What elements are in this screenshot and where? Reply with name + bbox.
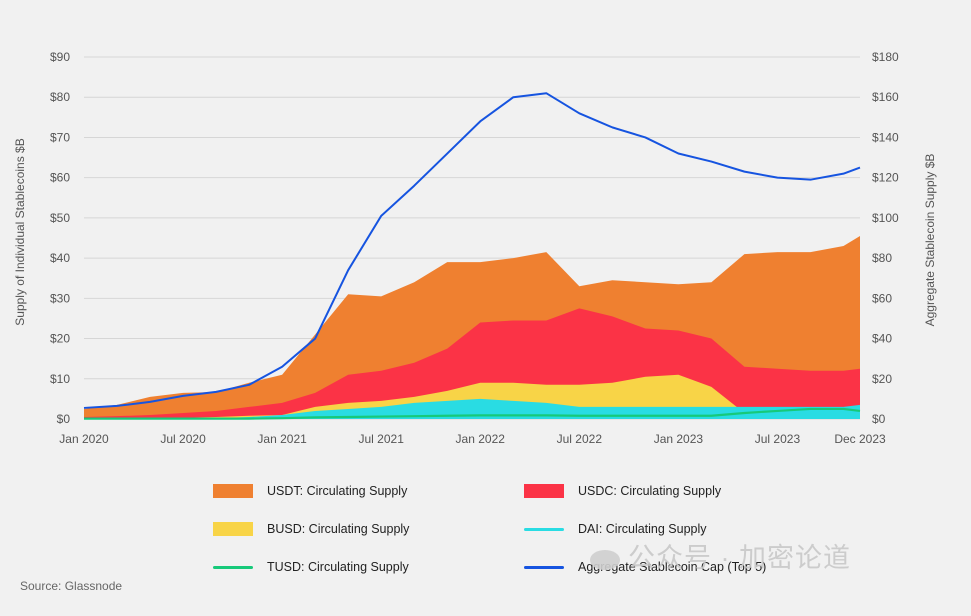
y-axis-right-label: Aggregate Stablecoin Supply $B <box>923 154 937 327</box>
legend-item-usdt: USDT: Circulating Supply <box>213 484 407 498</box>
y-left-tick-label: $30 <box>50 291 70 305</box>
area-layer <box>84 235 860 419</box>
y-right-tick-label: $120 <box>872 171 899 185</box>
y-left-tick-label: $20 <box>50 332 70 346</box>
x-tick-label: Dec 2023 <box>834 432 886 446</box>
y-right-tick-label: $160 <box>872 90 899 104</box>
legend-label-usdt: USDT: Circulating Supply <box>267 484 408 498</box>
legend-label-aggregate: Aggregate Stablecoin Cap (Top 5) <box>578 560 767 574</box>
legend-item-aggregate: Aggregate Stablecoin Cap (Top 5) <box>524 560 766 574</box>
x-tick-label: Jan 2020 <box>59 432 109 446</box>
watermark-text: 公众号 · 加密论道 <box>628 543 851 573</box>
x-tick-label: Jul 2023 <box>755 432 801 446</box>
legend-swatch-usdt <box>213 484 253 498</box>
chart-legend: USDT: Circulating Supply USDC: Circulati… <box>0 478 971 578</box>
legend-item-usdc: USDC: Circulating Supply <box>524 484 721 498</box>
y-right-tick-label: $100 <box>872 211 899 225</box>
x-tick-label: Jan 2023 <box>654 432 704 446</box>
area-dai <box>84 398 860 419</box>
legend-label-tusd: TUSD: Circulating Supply <box>267 560 409 574</box>
y-right-tick-label: $20 <box>872 372 892 386</box>
legend-label-busd: BUSD: Circulating Supply <box>267 522 410 536</box>
y-left-tick-label: $40 <box>50 251 70 265</box>
x-tick-label: Jul 2021 <box>359 432 405 446</box>
y-left-tick-label: $90 <box>50 50 70 64</box>
y-left-tick-label: $0 <box>57 412 71 426</box>
legend-swatch-usdc <box>524 484 564 498</box>
y-right-tick-label: $60 <box>872 291 892 305</box>
y-right-tick-label: $80 <box>872 251 892 265</box>
y-axis-left-label: Supply of Individual Stablecoins $B <box>13 138 27 325</box>
legend-swatch-aggregate <box>524 565 564 569</box>
line-tusd <box>84 407 861 420</box>
legend-label-usdc: USDC: Circulating Supply <box>578 484 722 498</box>
legend-item-tusd: TUSD: Circulating Supply <box>213 560 409 574</box>
legend-swatch-dai <box>524 527 564 531</box>
y-left-tick-label: $50 <box>50 211 70 225</box>
source-note: Source: Glassnode <box>20 579 123 593</box>
x-tick-label: Jul 2022 <box>557 432 603 446</box>
wechat-icon <box>590 549 620 570</box>
watermark: 公众号 · 加密论道 <box>590 536 851 575</box>
y-left-tick-label: $60 <box>50 171 70 185</box>
legend-item-busd: BUSD: Circulating Supply <box>213 522 409 536</box>
legend-swatch-busd <box>213 522 253 536</box>
y-right-tick-label: $140 <box>872 130 899 144</box>
legend-label-dai: DAI: Circulating Supply <box>578 522 707 536</box>
x-tick-label: Jan 2022 <box>456 432 506 446</box>
line-aggregate-stablecoin-cap-top-5 <box>83 92 861 409</box>
axis-layer: $0 $0 $10 $20 $20 $40 $30 $60 $40 $80 $50 $100 $60 $1… <box>50 50 899 446</box>
y-right-tick-label: $180 <box>872 50 899 64</box>
y-left-tick-label: $10 <box>50 372 70 386</box>
y-left-tick-label: $80 <box>50 90 70 104</box>
y-right-tick-label: $40 <box>872 332 892 346</box>
grid-layer <box>84 56 860 420</box>
y-left-tick-label: $70 <box>50 130 70 144</box>
x-tick-label: Jan 2021 <box>257 432 307 446</box>
legend-item-dai: DAI: Circulating Supply <box>524 522 707 536</box>
legend-swatch-tusd <box>213 565 253 569</box>
x-tick-label: Jul 2020 <box>160 432 206 446</box>
line-layer <box>83 92 861 420</box>
y-right-tick-label: $0 <box>872 412 886 426</box>
